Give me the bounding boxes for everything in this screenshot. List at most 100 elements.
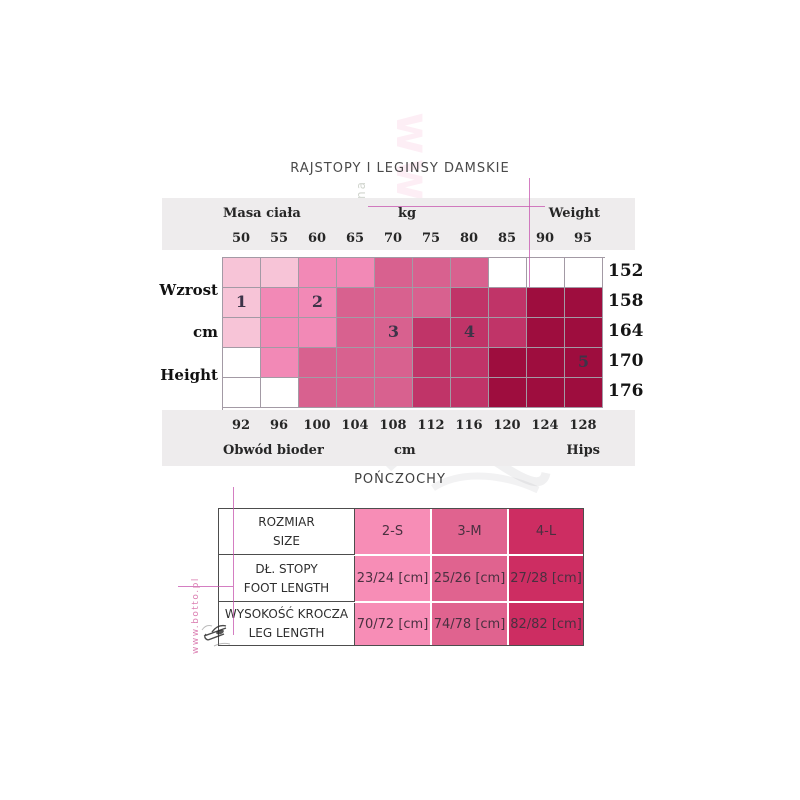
heatmap-cell: [565, 378, 603, 408]
heatmap-cell: [489, 318, 527, 348]
size-zone-number: 2: [311, 292, 324, 311]
heatmap-cell: [299, 378, 337, 408]
heatmap-cell: [413, 318, 451, 348]
hips-unit-label: cm: [394, 443, 416, 458]
stockings-label-line: WYSOKOŚĆ KROCZA: [224, 607, 349, 622]
hips-tick: 104: [341, 418, 369, 433]
heatmap-cell: [223, 258, 261, 288]
height-tick: 164: [608, 321, 644, 341]
heatmap-cell: 5: [565, 348, 603, 378]
heatmap-cell: [489, 378, 527, 408]
weight-tick: 60: [307, 231, 327, 246]
weight-label-en: Weight: [548, 206, 600, 221]
stockings-value-cell: 2-S: [355, 509, 432, 556]
height-tick: 176: [608, 381, 644, 401]
stockings-value-cell: 82/82 [cm]: [509, 603, 583, 645]
size-zone-number: 5: [577, 352, 590, 371]
stockings-value-cell: 25/26 [cm]: [432, 556, 509, 603]
stockings-value-cell: 4-L: [509, 509, 583, 556]
hips-tick: 120: [493, 418, 521, 433]
stockings-value-cell: 70/72 [cm]: [355, 603, 432, 645]
mass-label-pl: Masa ciała: [223, 206, 301, 221]
hips-tick: 100: [303, 418, 331, 433]
heatmap-cell: [299, 348, 337, 378]
height-label-en: Height: [160, 366, 218, 384]
heatmap-cell: [261, 348, 299, 378]
hips-label-pl: Obwód bioder: [223, 443, 324, 458]
heatmap-cell: [375, 378, 413, 408]
heatmap-cell: [223, 318, 261, 348]
weight-axis-band: Masa ciała kg Weight 50 55 60 65 70 75 80 85 90 9…: [162, 198, 635, 250]
heatmap-cell: [337, 318, 375, 348]
height-tick: 170: [608, 351, 644, 371]
stockings-row: ROZMIAR SIZE 2-S 3-M 4-L: [219, 509, 583, 556]
stockings-label-line: DŁ. STOPY: [255, 561, 318, 576]
stockings-value-cell: 27/28 [cm]: [509, 556, 583, 603]
size-heatmap-grid: 1 2 3 4 5: [222, 257, 605, 410]
heatmap-cell: [413, 258, 451, 288]
heatmap-cell: [299, 318, 337, 348]
heatmap-cell: [261, 258, 299, 288]
height-tick: 152: [608, 261, 644, 281]
height-tick: 158: [608, 291, 644, 311]
heatmap-cell: [489, 288, 527, 318]
stockings-row-label: DŁ. STOPY FOOT LENGTH: [219, 556, 355, 602]
heatmap-cell: 4: [451, 318, 489, 348]
heatmap-cell: [375, 288, 413, 318]
heatmap-cell: [413, 378, 451, 408]
kg-unit-label: kg: [398, 206, 417, 221]
heatmap-cell: [223, 348, 261, 378]
hips-tick: 116: [455, 418, 483, 433]
guide-line-vertical-top: [529, 178, 530, 287]
fly-logo-sketch: [201, 624, 231, 647]
heatmap-cell: [451, 288, 489, 318]
heatmap-cell: [489, 258, 527, 288]
heatmap-cell: [451, 258, 489, 288]
stockings-label-line: SIZE: [273, 533, 300, 548]
stockings-value-cell: 3-M: [432, 509, 509, 556]
hips-tick: 96: [269, 418, 289, 433]
heatmap-cell: [527, 258, 565, 288]
hips-tick: 108: [379, 418, 407, 433]
weight-tick: 55: [269, 231, 289, 246]
hips-tick: 112: [417, 418, 445, 433]
heatmap-cell: [527, 348, 565, 378]
heatmap-cell: [413, 288, 451, 318]
stockings-label-line: FOOT LENGTH: [243, 580, 330, 595]
stockings-value-cell: 23/24 [cm]: [355, 556, 432, 603]
heatmap-cell: [375, 348, 413, 378]
heatmap-cell: [413, 348, 451, 378]
weight-tick: 75: [421, 231, 441, 246]
hips-axis-band: 92 96 100 104 108 112 116 120 124 128 Obwód biode…: [162, 410, 635, 466]
hips-tick: 128: [569, 418, 597, 433]
weight-tick: 65: [345, 231, 365, 246]
weight-tick: 90: [535, 231, 555, 246]
page-title: RAJSTOPY I LEGINSY DAMSKIE: [290, 161, 510, 176]
height-label-pl: Wzrost: [159, 281, 218, 299]
heatmap-cell: 1: [223, 288, 261, 318]
stockings-row: DŁ. STOPY FOOT LENGTH 23/24 [cm] 25/26 [cm]…: [219, 556, 583, 603]
size-zone-number: 1: [235, 292, 248, 311]
weight-tick: 70: [383, 231, 403, 246]
weight-tick: 85: [497, 231, 517, 246]
heatmap-cell: [375, 258, 413, 288]
heatmap-cell: [451, 378, 489, 408]
size-zone-number: 4: [463, 322, 476, 341]
heatmap-cell: [451, 348, 489, 378]
guide-line-horizontal-bottom: [178, 586, 233, 587]
heatmap-cell: 3: [375, 318, 413, 348]
heatmap-cell: [299, 258, 337, 288]
heatmap-cell: [337, 378, 375, 408]
stockings-row-label: WYSOKOŚĆ KROCZA LEG LENGTH: [219, 603, 355, 645]
guide-line-vertical-bottom: [233, 487, 234, 635]
heatmap-cell: 2: [299, 288, 337, 318]
height-unit-label: cm: [192, 323, 218, 341]
stockings-label-line: ROZMIAR: [258, 514, 315, 529]
stockings-row: WYSOKOŚĆ KROCZA LEG LENGTH 70/72 [cm] 74/78…: [219, 603, 583, 645]
stockings-label-line: LEG LENGTH: [248, 626, 325, 640]
size-zone-number: 3: [387, 322, 400, 341]
stockings-size-table: ROZMIAR SIZE 2-S 3-M 4-L DŁ. STOPY FOOT LENGTH…: [218, 508, 584, 646]
heatmap-cell: [489, 348, 527, 378]
heatmap-cell: [565, 258, 603, 288]
stockings-row-label: ROZMIAR SIZE: [219, 509, 355, 555]
